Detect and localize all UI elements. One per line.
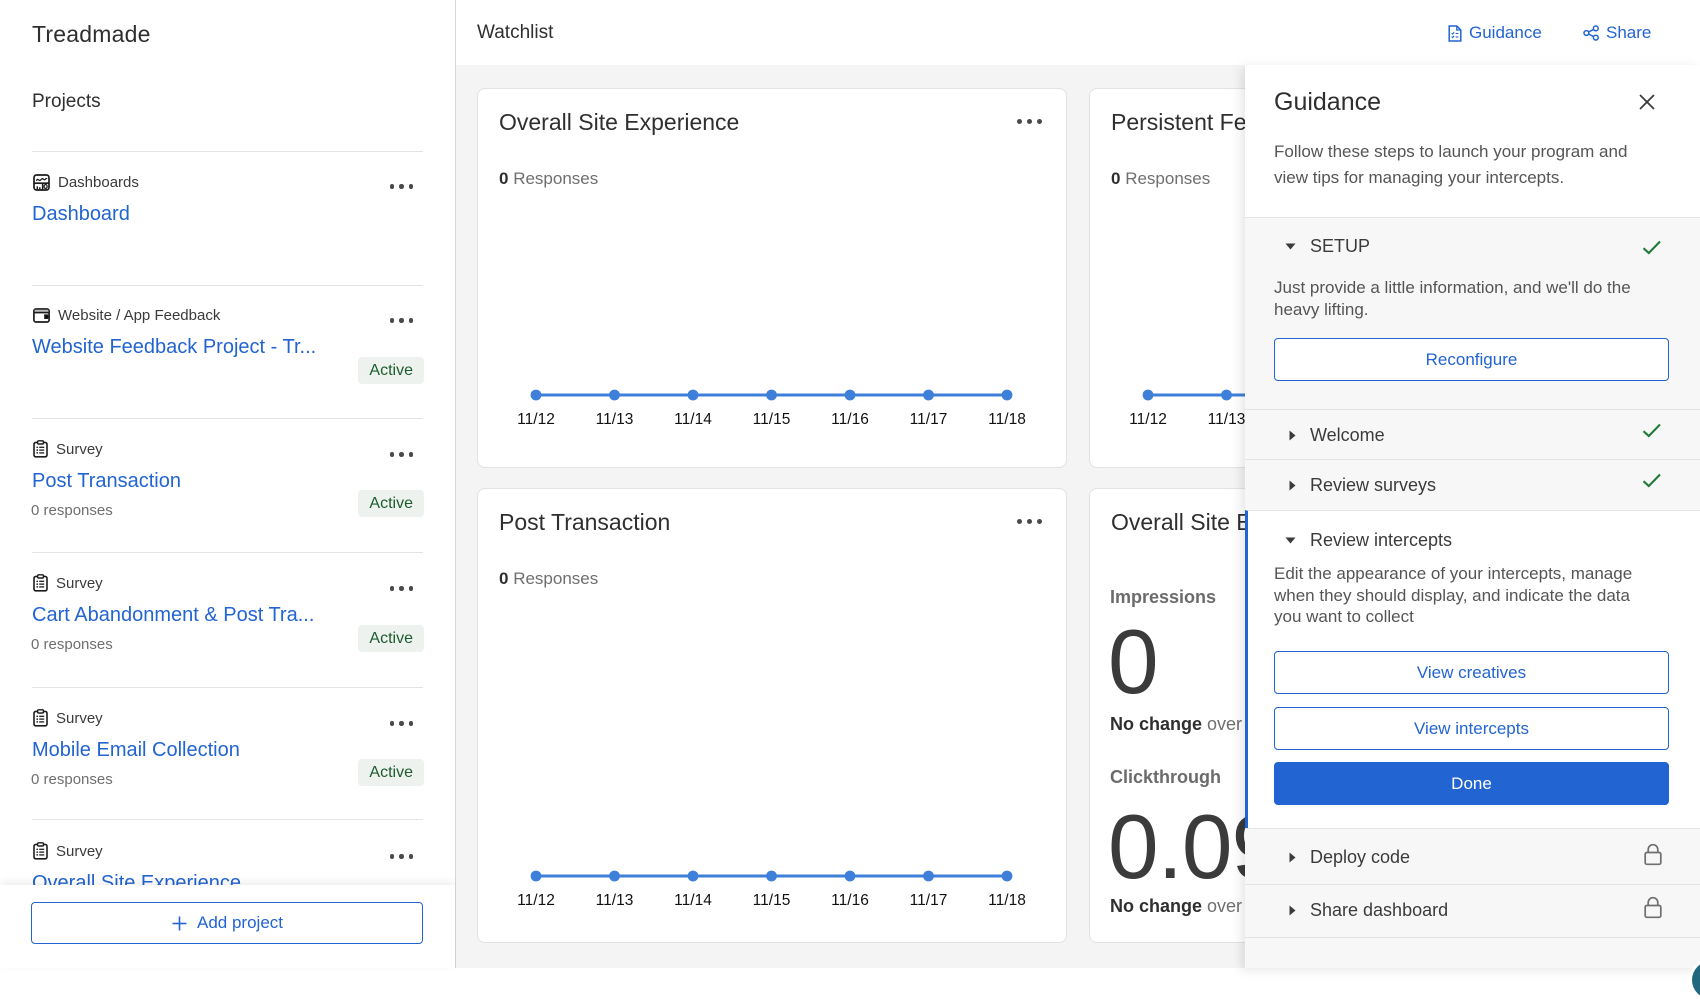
svg-text:11/17: 11/17: [910, 892, 948, 909]
svg-text:11/18: 11/18: [988, 892, 1026, 909]
svg-text:11/13: 11/13: [596, 411, 634, 428]
svg-text:11/12: 11/12: [1129, 411, 1167, 428]
svg-text:11/18: 11/18: [988, 411, 1026, 428]
svg-text:11/13: 11/13: [596, 892, 634, 909]
svg-text:11/15: 11/15: [753, 411, 791, 428]
svg-text:11/12: 11/12: [517, 411, 555, 428]
svg-text:11/14: 11/14: [674, 892, 712, 909]
svg-text:11/14: 11/14: [674, 411, 712, 428]
svg-text:11/13: 11/13: [1208, 411, 1246, 428]
svg-text:11/17: 11/17: [910, 411, 948, 428]
svg-text:11/16: 11/16: [831, 892, 869, 909]
svg-text:11/15: 11/15: [753, 892, 791, 909]
svg-text:11/16: 11/16: [831, 411, 869, 428]
svg-text:11/12: 11/12: [517, 892, 555, 909]
